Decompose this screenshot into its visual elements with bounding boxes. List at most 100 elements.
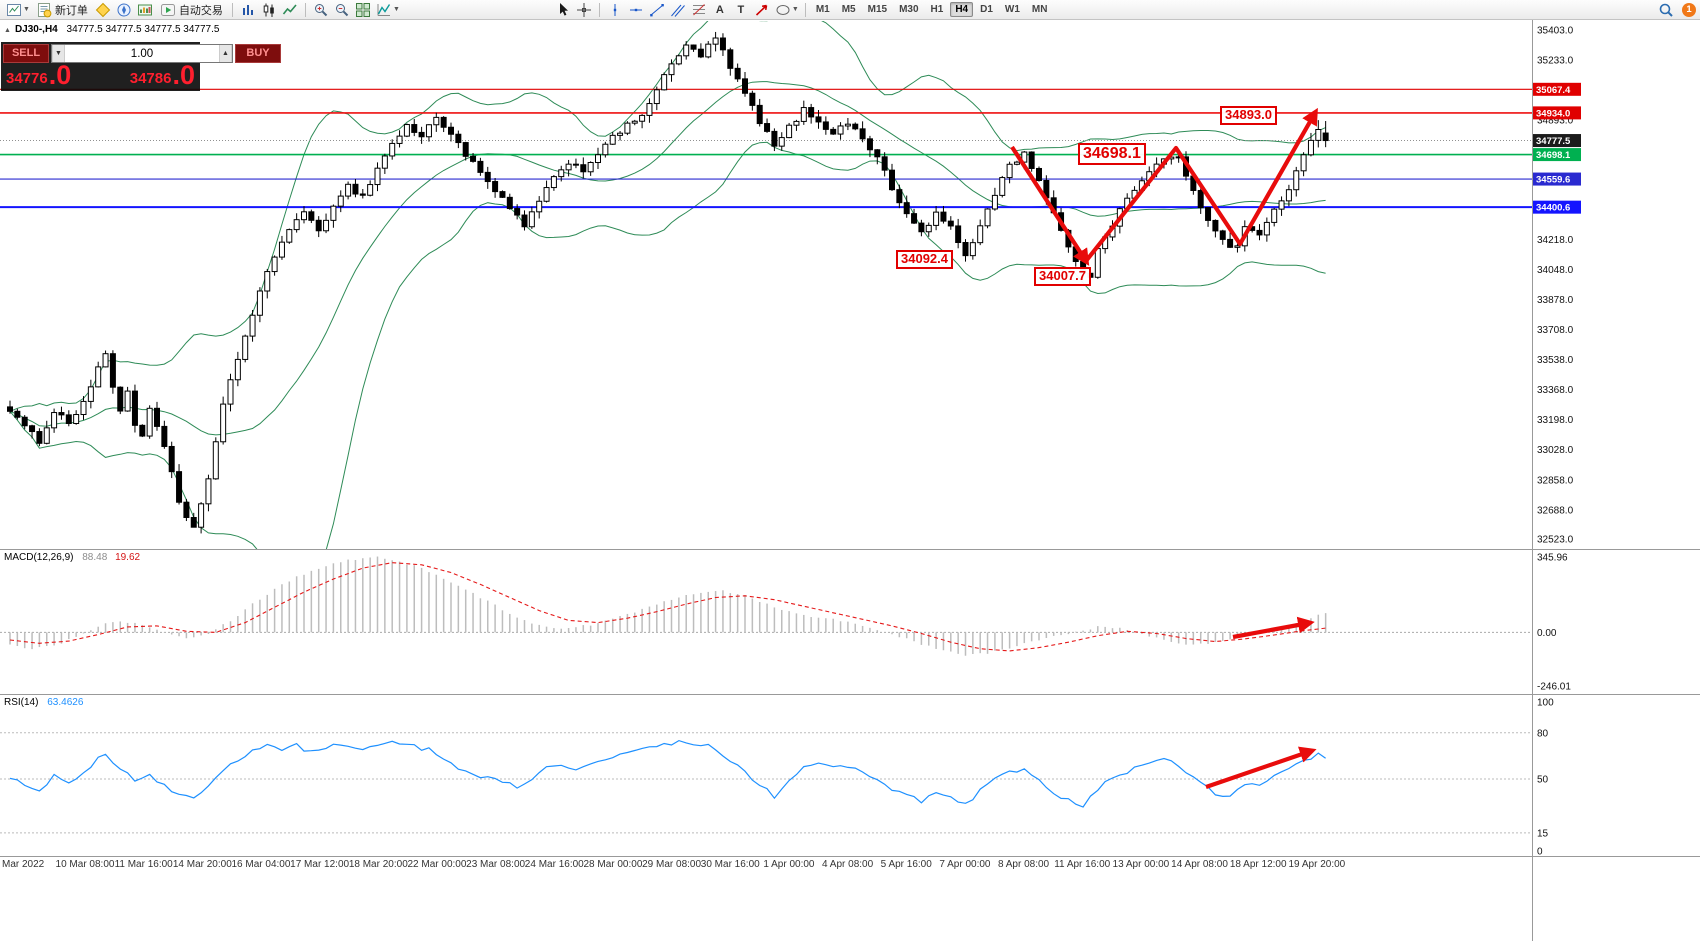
candle-down — [352, 183, 359, 195]
candle-up — [286, 229, 293, 243]
candle-up — [991, 194, 998, 210]
candle-down — [911, 213, 918, 224]
cursor-tool-button[interactable] — [553, 1, 573, 19]
arrow-tool-button[interactable] — [752, 1, 772, 19]
candle-up — [403, 124, 410, 137]
text-tool-button[interactable]: A — [710, 1, 730, 19]
rsi-scale-label: 80 — [1537, 728, 1549, 739]
zoom-out-button[interactable] — [332, 1, 352, 19]
price-tag — [1533, 200, 1581, 214]
candle-down — [690, 44, 697, 50]
timeframe-h4[interactable]: H4 — [950, 2, 974, 17]
price-tick-label: 33368.0 — [1537, 385, 1574, 396]
candle-up — [786, 124, 793, 139]
volume-increase-button[interactable]: ▲ — [219, 45, 232, 62]
horizontal-line-tool-button[interactable] — [626, 1, 646, 19]
macd-header: MACD(12,26,9) 88.48 19.62 — [4, 552, 140, 563]
tile-windows-button[interactable] — [353, 1, 373, 19]
time-label: 4 Apr 08:00 — [822, 859, 874, 870]
trendline-icon — [650, 3, 664, 16]
zoom-in-button[interactable] — [311, 1, 331, 19]
macd-main-value: 88.48 — [82, 552, 108, 563]
price-tick-label: 35233.0 — [1537, 56, 1574, 67]
candle-up — [374, 167, 381, 186]
vertical-line-tool-button[interactable] — [605, 1, 625, 19]
candle-up — [234, 358, 241, 381]
chevron-down-icon[interactable]: ▼ — [791, 6, 799, 13]
market-watch-button[interactable] — [93, 1, 113, 19]
chevron-down-icon[interactable]: ▼ — [392, 6, 400, 13]
timeframe-m1[interactable]: M1 — [815, 4, 830, 15]
candle-up — [558, 169, 565, 178]
timeframe-m5[interactable]: M5 — [841, 4, 856, 15]
candle-up — [1271, 208, 1278, 223]
candle-up — [249, 314, 256, 337]
price-annotation[interactable]: 34007.7 — [1034, 267, 1091, 286]
timeframe-mn[interactable]: MN — [1031, 4, 1048, 15]
volume-field: ▼ ▲ — [51, 44, 233, 63]
sell-button[interactable]: SELL — [3, 44, 49, 63]
candle-down — [308, 211, 315, 221]
time-scale[interactable]: Mar 2022 10 Mar 08:00 11 Mar 16:00 14 Mar 2… — [2, 859, 1346, 870]
time-label: 18 Mar 20:00 — [349, 859, 408, 870]
price-annotation[interactable]: 34698.1 — [1078, 143, 1146, 166]
label-tool-button[interactable]: T — [731, 1, 751, 19]
bar-chart-mode-button[interactable] — [238, 1, 258, 19]
chart-background — [0, 20, 1700, 941]
new-order-button[interactable]: 新订单 — [32, 1, 92, 19]
search-button[interactable] — [1656, 1, 1676, 19]
chevron-down-icon[interactable]: ▼ — [23, 6, 30, 13]
main-price-pane[interactable] — [0, 9, 1532, 586]
search-icon — [1659, 3, 1673, 17]
price-scale[interactable]: 35403.0 35233.0 34893.0 34218.0 34048.0 33878… — [1533, 26, 1581, 546]
notification-badge[interactable]: 1 — [1682, 2, 1696, 17]
trend-arrow[interactable] — [1010, 145, 1090, 266]
line-chart-mode-button[interactable] — [280, 1, 300, 19]
auto-trading-button[interactable]: 自动交易 — [156, 1, 227, 19]
candle-down — [1256, 229, 1263, 236]
new-chart-button[interactable] — [4, 1, 24, 19]
fibonacci-icon — [692, 3, 705, 15]
trend-arrow[interactable] — [1205, 746, 1317, 789]
candle-down — [1036, 167, 1042, 181]
price-annotation[interactable]: 34893.0 — [1220, 106, 1277, 125]
price-tick-label: 35403.0 — [1537, 26, 1574, 37]
candle-down — [822, 121, 829, 130]
trend-arrow[interactable] — [1232, 616, 1315, 640]
candle-down — [771, 130, 778, 147]
time-label: 23 Mar 08:00 — [466, 859, 525, 870]
timeframe-m15[interactable]: M15 — [867, 4, 888, 15]
channel-tool-button[interactable] — [668, 1, 688, 19]
timeframe-h1[interactable]: H1 — [930, 4, 944, 15]
price-tag — [1533, 172, 1581, 186]
rsi-pane[interactable] — [0, 732, 1532, 834]
candle-up — [212, 441, 219, 480]
candle-up — [631, 120, 638, 124]
candlestick-mode-button[interactable] — [259, 1, 279, 19]
candle-up — [977, 225, 984, 244]
timeframe-m30[interactable]: M30 — [899, 4, 919, 15]
crosshair-tool-button[interactable] — [574, 1, 594, 19]
volume-decrease-button[interactable]: ▼ — [52, 45, 65, 62]
indicators-button[interactable] — [374, 1, 394, 19]
one-click-toggle-icon[interactable]: ▲ — [4, 27, 11, 34]
candle-down — [852, 123, 859, 130]
fibonacci-tool-button[interactable] — [689, 1, 709, 19]
volume-input[interactable] — [65, 45, 219, 62]
navigator-button[interactable] — [114, 1, 134, 19]
candle-down — [176, 471, 183, 503]
price-annotation[interactable]: 34092.4 — [896, 250, 953, 269]
candle-down — [58, 412, 65, 416]
trendline-tool-button[interactable] — [647, 1, 667, 19]
auto-trading-icon — [160, 3, 175, 16]
candle-up — [793, 120, 800, 126]
timeframe-d1[interactable]: D1 — [980, 4, 993, 15]
candle-down — [440, 116, 447, 128]
trend-arrow[interactable] — [1084, 107, 1318, 263]
terminal-button[interactable] — [135, 1, 155, 19]
buy-button[interactable]: BUY — [235, 44, 281, 63]
shapes-tool-button[interactable] — [773, 1, 793, 19]
timeframe-w1[interactable]: W1 — [1004, 4, 1020, 15]
macd-pane[interactable] — [0, 556, 1532, 656]
